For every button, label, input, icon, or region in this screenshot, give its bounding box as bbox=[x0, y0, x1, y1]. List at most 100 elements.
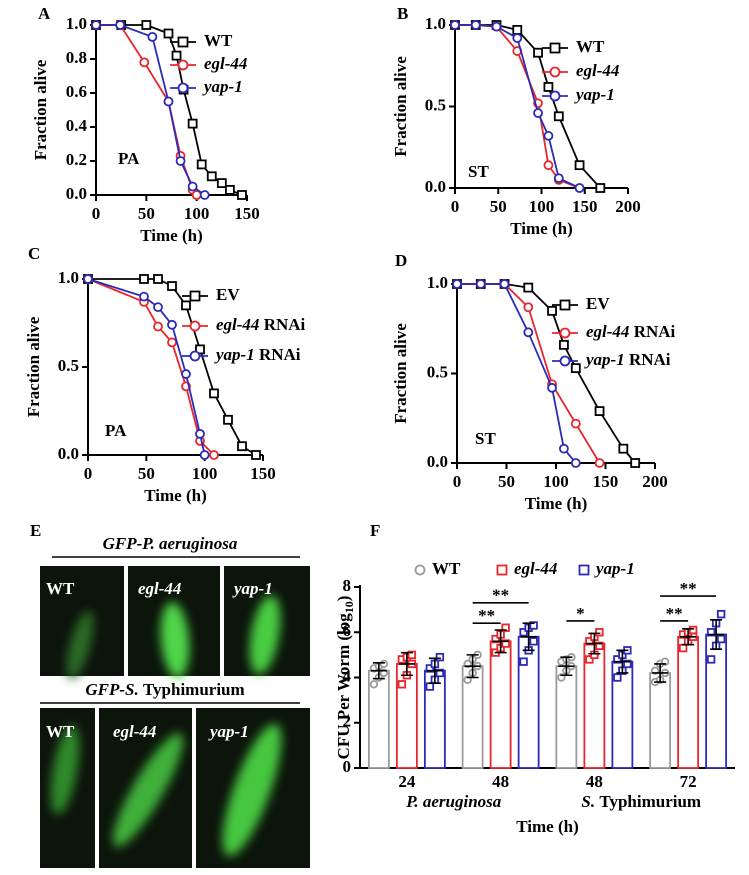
data-point bbox=[115, 20, 126, 30]
data-point bbox=[181, 369, 191, 379]
data-point bbox=[206, 171, 217, 182]
panel-letter: A bbox=[38, 4, 51, 23]
error-bar bbox=[464, 654, 481, 679]
data-point bbox=[547, 305, 557, 316]
legend-marker bbox=[559, 355, 571, 367]
x-tick-label: 0 bbox=[84, 464, 93, 483]
y-tick-label: 1.0 bbox=[66, 14, 87, 33]
data-point bbox=[470, 20, 481, 30]
data-point bbox=[543, 130, 554, 141]
micrograph-title: GFP-S. Typhimurium bbox=[85, 680, 244, 699]
data-point bbox=[407, 650, 417, 660]
survival-line bbox=[96, 24, 243, 196]
data-point bbox=[167, 337, 177, 348]
bar bbox=[705, 633, 728, 769]
data-point bbox=[547, 382, 557, 393]
micrographs bbox=[40, 556, 310, 868]
micrograph-label: WT bbox=[46, 722, 75, 741]
data-point bbox=[450, 20, 460, 30]
data-point bbox=[153, 321, 163, 332]
error-bar bbox=[398, 651, 415, 677]
micrograph-label: yap-1 bbox=[232, 579, 273, 598]
micrograph-label: egl-44 bbox=[138, 579, 181, 598]
data-point bbox=[499, 279, 510, 289]
error-bar bbox=[680, 628, 697, 646]
data-point bbox=[523, 302, 534, 313]
y-tick-label: 0.2 bbox=[66, 150, 87, 169]
data-point bbox=[369, 680, 379, 689]
micrograph-label: egl-44 bbox=[113, 722, 156, 741]
legend-marker bbox=[414, 564, 426, 576]
data-point bbox=[491, 21, 502, 32]
error-bar bbox=[558, 656, 575, 677]
data-point bbox=[618, 443, 629, 454]
y-tick-label: 0 bbox=[343, 757, 352, 776]
data-point bbox=[630, 458, 641, 468]
x-tick-label: 100 bbox=[543, 472, 569, 491]
data-point bbox=[139, 57, 150, 68]
data-point bbox=[139, 274, 149, 284]
data-point bbox=[716, 634, 726, 644]
data-point bbox=[91, 20, 101, 30]
data-point bbox=[163, 28, 174, 39]
error-bar bbox=[652, 663, 669, 683]
legend-marker bbox=[549, 90, 561, 102]
x-tick-label: 50 bbox=[138, 464, 155, 483]
y-axis-label: Fraction alive bbox=[391, 323, 410, 424]
legend-label: yap-1 bbox=[574, 85, 615, 104]
legend-label: egl-44 bbox=[514, 559, 557, 578]
legend-marker bbox=[559, 299, 571, 311]
legend-marker bbox=[496, 564, 508, 576]
data-point bbox=[523, 327, 534, 338]
legend-marker bbox=[177, 36, 189, 48]
y-tick-label: 6 bbox=[343, 621, 352, 640]
data-point bbox=[595, 183, 606, 193]
data-point bbox=[167, 319, 177, 330]
legend-marker bbox=[549, 66, 561, 78]
data-point bbox=[216, 178, 227, 189]
data-point bbox=[139, 291, 149, 302]
data-point bbox=[716, 609, 726, 619]
y-tick-label: 0.8 bbox=[66, 48, 87, 67]
data-point bbox=[199, 190, 210, 200]
data-point bbox=[425, 664, 435, 673]
y-tick-label: 0.5 bbox=[427, 362, 448, 381]
error-bar bbox=[708, 619, 725, 651]
legend-marker bbox=[578, 564, 590, 576]
micrograph-title: GFP-P. aeruginosa bbox=[103, 534, 238, 553]
data-point bbox=[613, 673, 622, 682]
data-point bbox=[529, 621, 538, 630]
x-tick-label: 50 bbox=[490, 197, 507, 216]
legend-label: WT bbox=[576, 37, 605, 56]
x-axis-label: Time (h) bbox=[516, 817, 579, 836]
worm-fluorescence bbox=[50, 595, 282, 857]
y-axis-label: Fraction alive bbox=[31, 59, 50, 160]
x-tick-label: 50 bbox=[138, 204, 155, 223]
significance-label: ** bbox=[478, 606, 495, 625]
data-point bbox=[163, 96, 174, 107]
data-point bbox=[543, 160, 554, 171]
annotation: ST bbox=[468, 162, 489, 181]
data-point bbox=[141, 20, 152, 30]
panel-letter: B bbox=[397, 4, 408, 23]
data-point bbox=[147, 32, 158, 42]
y-tick-label: 8 bbox=[343, 576, 352, 595]
y-axis-label-part: CFU Per Worm (log bbox=[334, 613, 353, 760]
panel-letter: C bbox=[28, 244, 40, 263]
data-point bbox=[491, 634, 500, 644]
legend-label: egl-44 RNAi bbox=[216, 315, 306, 334]
bar bbox=[395, 663, 418, 769]
y-tick-label: 4 bbox=[343, 666, 352, 685]
data-point bbox=[379, 659, 389, 669]
legend-marker bbox=[177, 82, 189, 94]
y-tick-label: 0.4 bbox=[66, 116, 88, 135]
x-tick-label: 72 bbox=[680, 772, 697, 791]
significance-label: ** bbox=[666, 604, 683, 623]
error-bar bbox=[370, 661, 387, 680]
legend-marker bbox=[189, 350, 201, 362]
x-tick-label: 0 bbox=[92, 204, 101, 223]
x-tick-label: 150 bbox=[250, 464, 276, 483]
data-point bbox=[613, 655, 622, 664]
y-tick-label: 0.5 bbox=[58, 356, 79, 375]
